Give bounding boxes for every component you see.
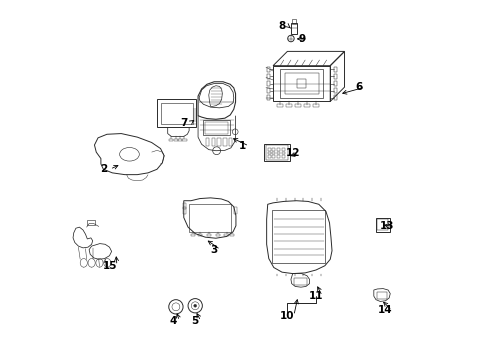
Text: 12: 12	[285, 148, 299, 158]
Bar	[377, 219, 387, 230]
Circle shape	[193, 304, 196, 307]
Bar	[277, 104, 283, 108]
Bar	[267, 156, 270, 158]
Bar	[291, 19, 296, 23]
Text: 11: 11	[308, 291, 323, 301]
Bar	[173, 139, 178, 141]
Bar	[224, 234, 228, 237]
Bar	[203, 120, 230, 135]
Bar	[228, 138, 232, 146]
Bar	[375, 217, 389, 232]
Text: 6: 6	[354, 82, 362, 92]
Bar	[190, 234, 194, 237]
Bar	[178, 139, 182, 141]
Bar	[267, 152, 270, 154]
Bar	[276, 152, 279, 154]
Bar	[265, 145, 287, 160]
Bar	[205, 138, 209, 146]
Bar	[376, 292, 386, 299]
Text: 4: 4	[169, 316, 176, 326]
Bar	[266, 67, 270, 72]
Bar	[312, 104, 318, 108]
Bar	[295, 104, 300, 108]
Bar	[197, 234, 202, 237]
Bar	[333, 74, 337, 79]
Bar	[293, 278, 307, 285]
Bar	[223, 138, 226, 146]
Text: 2: 2	[100, 164, 107, 174]
Bar	[272, 156, 275, 158]
Bar	[266, 95, 270, 100]
Text: 14: 14	[378, 305, 392, 315]
Bar	[264, 144, 289, 161]
Text: 8: 8	[278, 21, 285, 31]
Bar	[281, 152, 284, 154]
Bar	[333, 67, 337, 72]
Bar	[229, 234, 234, 237]
Bar	[215, 234, 220, 237]
Text: 15: 15	[103, 261, 118, 271]
Bar	[266, 74, 270, 79]
Bar	[267, 148, 270, 151]
Bar	[333, 88, 337, 93]
Bar	[304, 104, 309, 108]
Bar	[290, 23, 297, 33]
Bar	[205, 122, 228, 134]
Bar	[189, 204, 231, 232]
Bar	[183, 203, 186, 208]
Bar	[87, 220, 95, 225]
Text: 3: 3	[210, 245, 217, 255]
Bar	[217, 138, 221, 146]
Bar	[272, 210, 325, 263]
Text: 1: 1	[239, 141, 246, 151]
Bar	[160, 103, 192, 124]
Bar	[266, 88, 270, 93]
Bar	[206, 234, 210, 237]
Bar	[276, 148, 279, 151]
Bar	[272, 152, 275, 154]
Bar	[285, 104, 291, 108]
Bar	[281, 156, 284, 158]
Bar	[182, 139, 186, 141]
Text: 13: 13	[379, 221, 394, 231]
Bar	[169, 139, 173, 141]
Text: 9: 9	[298, 34, 305, 44]
Bar	[211, 138, 215, 146]
Bar	[234, 207, 237, 214]
Bar	[266, 81, 270, 86]
Text: 10: 10	[280, 311, 294, 321]
Bar	[157, 99, 196, 127]
Bar	[183, 207, 186, 214]
Bar	[281, 148, 284, 151]
Bar	[272, 148, 275, 151]
Text: 7: 7	[180, 118, 187, 128]
Bar	[333, 95, 337, 100]
Text: 5: 5	[190, 316, 198, 326]
Bar	[276, 156, 279, 158]
Bar	[333, 81, 337, 86]
